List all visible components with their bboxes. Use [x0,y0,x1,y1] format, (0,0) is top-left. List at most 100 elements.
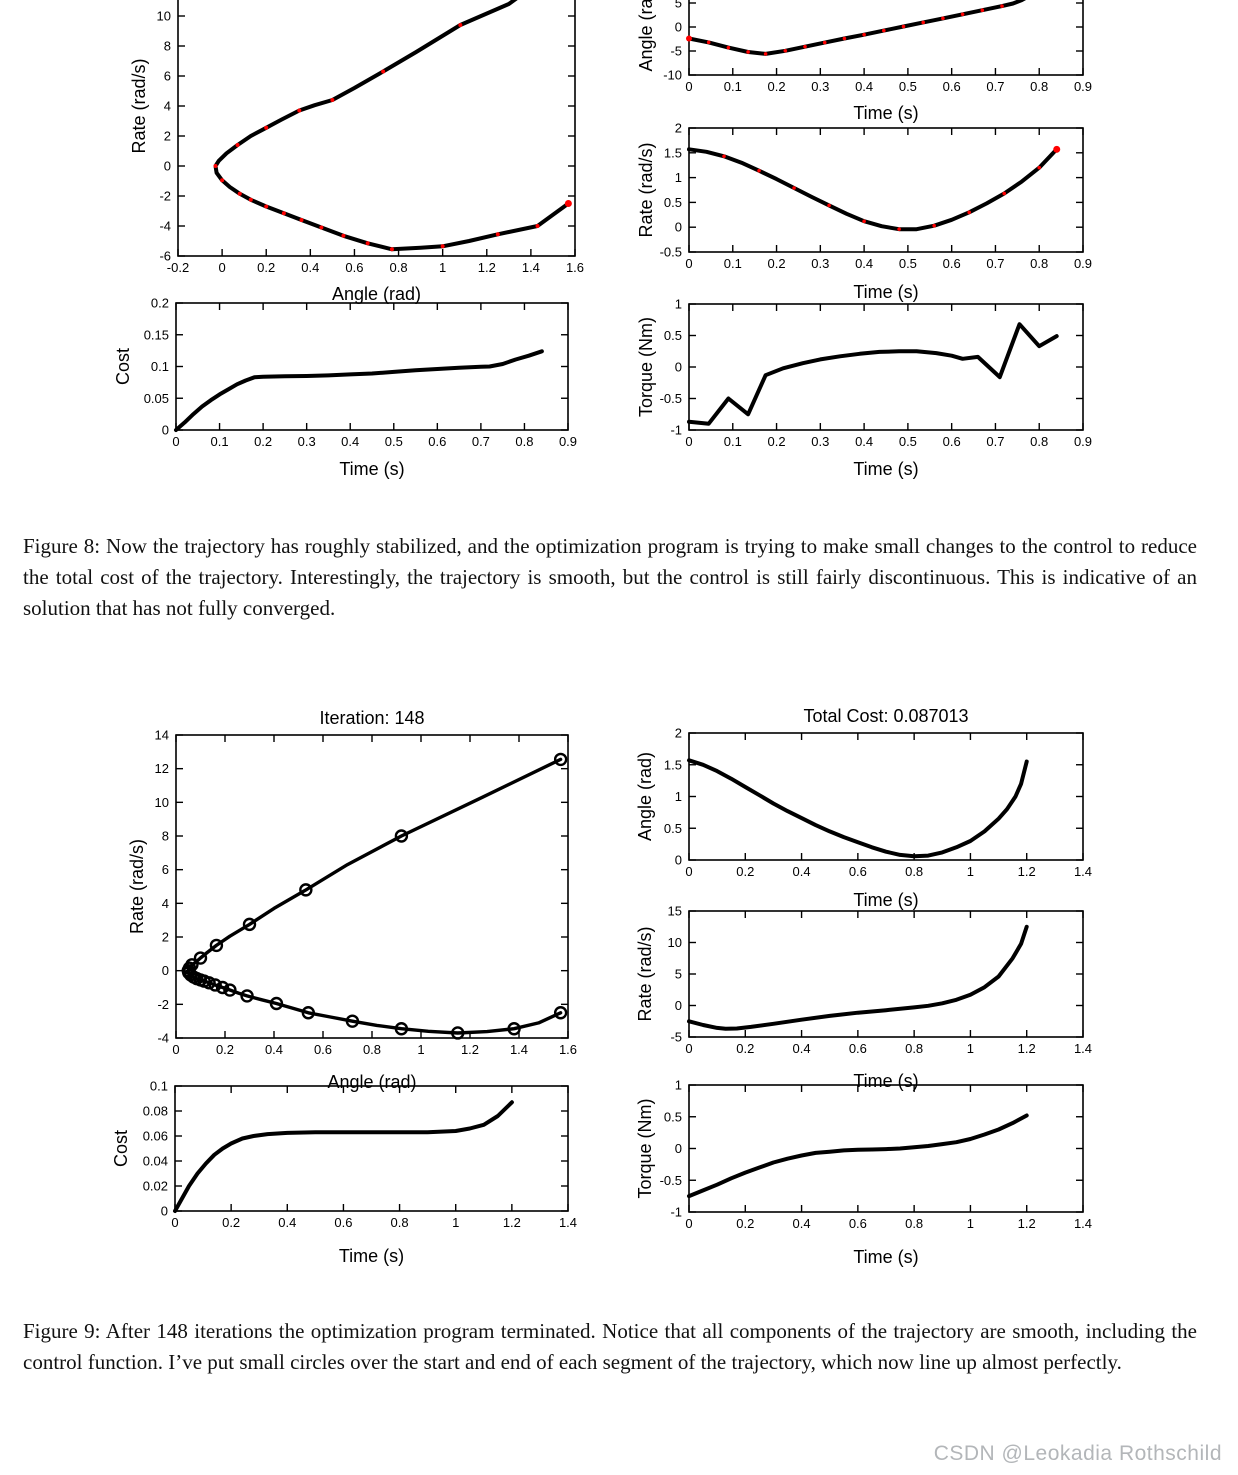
figure8-caption: Figure 8: Now the trajectory has roughly… [23,534,1197,620]
fig8-angle-xtick-label: 0.4 [855,79,873,94]
fig9-rate-xtick-label: 0.8 [905,1041,923,1056]
fig9-phase-ytick-label: -2 [157,997,169,1012]
fig8-phase-ytick-label: 10 [157,9,171,24]
fig9-angle-plot: 0 0.2 0.4 0.6 0.8 1 1.2 1.4 0 0.5 1 1.5 2 Total Cost:… [635,706,1092,910]
fig8-rate-knot-dot [757,168,761,173]
fig8-phase-knot-dot [440,244,445,249]
fig8-angle-xtick-label: 0 [685,79,692,94]
fig9-phase-ytick-label: 12 [155,761,169,776]
fig8-phase-curve [213,0,571,252]
fig9-rate-xtick-label: 1 [967,1041,974,1056]
fig9-phase-segment-marker [240,989,254,1003]
fig8-phase-axes-box [177,0,576,257]
fig8-angle-ytick-label: -5 [670,44,682,59]
fig8-cost-xtick-label: 0.4 [341,434,359,449]
fig8-phase-knot-dot [297,108,302,113]
fig8-torque-ytick-label: 0.5 [664,328,682,343]
fig8-angle-knot-dot [842,36,847,41]
fig8-angle-knot-dot [921,20,926,25]
fig8-rate-axes-box [688,127,1084,253]
fig8-cost-xtick-label: 0.2 [254,434,272,449]
fig8-rate-ytick-label: 0 [675,220,682,235]
fig9-cost-ytick-label: 0.06 [143,1129,168,1144]
fig8-torque-xtick-label: 0.7 [986,434,1004,449]
fig9-rate-xlabel: Time (s) [853,1071,918,1091]
fig8-angle-axes-box [688,0,1084,76]
fig9-phase-segment-marker [208,978,222,992]
fig8-angle-knot-dot [746,50,750,54]
fig8-phase-knot-dot [535,224,540,228]
fig9-rate-ytick-label: 10 [668,935,682,950]
fig8-torque-ytick-label: 0 [675,360,682,375]
fig8-phase-ytick-label: 8 [164,39,171,54]
fig8-rate-knot-dot [1002,191,1006,196]
fig9-torque-ytick-label: -1 [670,1205,682,1220]
fig9-rate-ytick-label: 0 [675,998,682,1013]
fig9-phase-ytick-label: 4 [162,896,169,911]
fig8-angle-knot-dot [726,45,731,50]
fig8-phase-ytick-label: 4 [164,99,171,114]
fig9-phase-segment-marker [301,1006,315,1020]
fig8-torque-xtick-label: 0.8 [1030,434,1048,449]
fig9-phase-segment-marker [394,829,409,843]
fig9-phase-segment-marker [242,917,257,932]
fig9-torque-ytick-label: 0.5 [664,1109,682,1124]
fig9-phase-segment-marker [269,996,284,1011]
fig8-torque-ytick-label: -1 [670,423,682,438]
fig9-angle-ytick-label: 1.5 [664,757,682,772]
fig9-rate-xtick-label: 0.4 [793,1041,811,1056]
fig8-rate-knot-dot [827,203,831,208]
fig9-phase-ytick-label: 8 [162,829,169,844]
fig9-cost-xtick-label: 1.4 [559,1215,577,1230]
fig9-rate-ytick-label: -5 [670,1030,682,1045]
fig8-angle-knot-dot [862,32,866,37]
fig9-angle-xtick-label: 0.4 [793,864,811,879]
fig9-torque-xtick-label: 0.8 [905,1216,923,1231]
fig9-phase-xtick-label: 1 [417,1042,424,1057]
fig8-phase-knot-dot [235,143,240,147]
fig8-rate-knot-dot [1037,165,1042,170]
fig9-cost-xtick-label: 0.6 [334,1215,352,1230]
fig8-torque-xtick-label: 0.2 [768,434,786,449]
fig8-angle-ylabel: Angle (rad) [636,0,656,72]
fig9-cost-plot: 0 0.2 0.4 0.6 0.8 1 1.2 1.4 0 0.02 0.04 0.06 0.08 0.1… [111,1079,577,1267]
fig8-cost-ytick-label: 0.1 [151,359,169,374]
fig8-rate-ylabel: Rate (rad/s) [636,142,656,237]
fig8-rate-knot-dot [862,219,866,224]
fig9-cost-xtick-label: 1 [452,1215,459,1230]
fig9-phase-segment-marker [507,1022,521,1036]
fig8-angle-knot-dot [763,52,768,56]
fig8-rate-xtick-label: 0.7 [986,256,1004,271]
fig9-angle-ytick-label: 0.5 [664,821,682,836]
fig8-cost-curve [174,349,544,432]
fig9-torque-xtick-label: 1.2 [1018,1216,1036,1231]
fig8-phase-knot-dot [495,232,500,237]
fig9-rate-ytick-label: 15 [668,904,682,919]
fig8-rate-xtick-label: 0.9 [1074,256,1092,271]
fig8-phase-knot-dot [264,204,269,209]
fig8-phase-ytick-label: -4 [159,219,171,234]
fig8-rate-ytick-label: 1 [675,170,682,185]
fig8-phase-ytick-label: 6 [164,69,171,84]
fig9-rate-ylabel: Rate (rad/s) [635,926,655,1021]
fig9-rate-xtick-label: 0.6 [849,1041,867,1056]
fig8-rate-plot: 0 0.1 0.2 0.3 0.4 0.5 0.6 0.7 0.8 0.9-0.500.511.5… [636,121,1092,303]
fig8-rate-knot-dot [897,227,901,231]
fig8-rate-ytick-label: 1.5 [664,145,682,160]
fig9-torque-xtick-label: 0.2 [736,1216,754,1231]
fig9-phase-xtick-label: 0.8 [363,1042,381,1057]
fig9-phase-segment-marker [394,1022,409,1036]
fig8-cost-ytick-label: 0.15 [144,327,169,342]
fig9-rate-xtick-label: 0.2 [736,1041,754,1056]
fig9-torque-xtick-label: 0.6 [849,1216,867,1231]
fig9-phase-ytick-label: 2 [162,930,169,945]
fig8-torque-plot: 0 0.1 0.2 0.3 0.4 0.5 0.6 0.7 0.8 0.9 -1 -0.5 0 0.5 1 T… [636,297,1092,480]
fig8-angle-knot-dot [803,44,807,49]
fig8-phase-xtick-label: 1 [439,260,446,275]
fig8-rate-knot-dot [792,186,796,190]
fig8-phase-plot: -0.2 0 0.2 0.4 0.6 0.8 1 1.2 1.4 1.6 -6 -4 -2 0 2 4 6 8 10… [129,0,584,304]
fig8-torque-ytick-label: 1 [675,297,682,312]
fig8-torque-xtick-label: 0 [685,434,692,449]
fig8-phase-xtick-label: 0.2 [257,260,275,275]
fig8-cost-ytick-label: 0.05 [144,391,169,406]
